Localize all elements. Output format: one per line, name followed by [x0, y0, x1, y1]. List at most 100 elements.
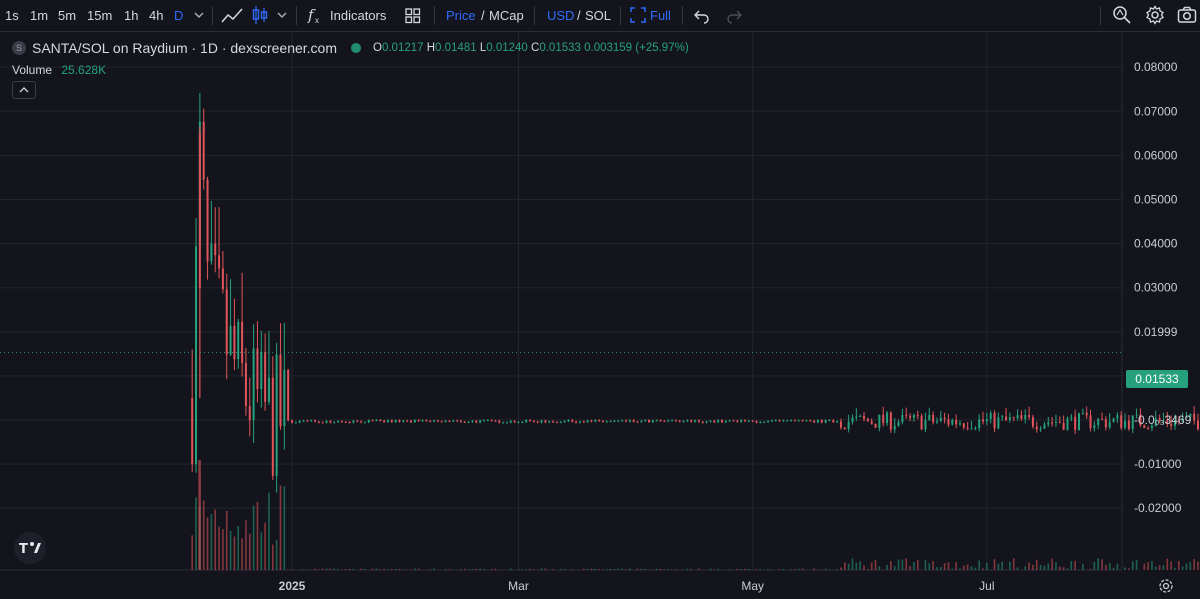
- candle-body: [755, 421, 758, 423]
- volume-bar: [974, 567, 977, 570]
- candle-body: [544, 420, 547, 423]
- volume-bar: [1051, 558, 1053, 570]
- undo-icon[interactable]: [694, 8, 710, 24]
- volume-bar: [544, 568, 547, 570]
- ohlc-change: 0.003159 (+25.97%): [584, 42, 689, 54]
- mcap-toggle[interactable]: MCap: [489, 8, 524, 23]
- volume-bar: [552, 569, 554, 570]
- y-tick-label: 0.03000: [1134, 281, 1178, 295]
- candle-body: [302, 420, 305, 422]
- candle-body: [310, 420, 313, 422]
- volume-bar: [629, 568, 631, 570]
- volume-bar: [463, 568, 466, 570]
- volume-bar: [1089, 568, 1092, 570]
- full-button[interactable]: Full: [650, 8, 671, 23]
- volume-bar: [909, 566, 911, 570]
- candle-body: [709, 420, 712, 422]
- svg-text:f: f: [307, 6, 316, 24]
- volume-bar: [333, 568, 336, 570]
- camera-icon[interactable]: [1177, 5, 1197, 25]
- volume-bar: [982, 568, 984, 570]
- candle-body: [1047, 422, 1050, 425]
- chevron-down-icon[interactable]: [194, 11, 204, 21]
- candle-body: [410, 420, 413, 423]
- interval-4h[interactable]: 4h: [149, 8, 164, 23]
- volume-bar: [970, 566, 973, 570]
- candle-body: [686, 420, 689, 422]
- candle-body: [778, 420, 781, 422]
- volume-bar: [1024, 566, 1027, 570]
- candle-body: [1081, 412, 1084, 414]
- candle-body: [452, 420, 455, 422]
- candle-body: [1012, 417, 1015, 419]
- interval-1m[interactable]: 1m: [30, 8, 49, 23]
- usd-toggle[interactable]: USD: [547, 8, 575, 23]
- sol-toggle[interactable]: SOL: [585, 8, 612, 23]
- volume-bar: [1012, 558, 1015, 570]
- chevron-down-icon[interactable]: [277, 11, 287, 21]
- candle-body: [1001, 416, 1004, 418]
- collapse-legend-button[interactable]: [12, 81, 36, 99]
- interval-5m[interactable]: 5m: [58, 8, 77, 23]
- layout-grid-icon[interactable]: [404, 7, 422, 25]
- candle-body: [1097, 419, 1100, 426]
- volume-bar: [329, 568, 332, 570]
- candle-body: [813, 420, 816, 423]
- candle-body: [648, 420, 651, 423]
- candle-body: [836, 421, 839, 423]
- candle-body: [463, 421, 466, 423]
- visibility-dot-icon[interactable]: [351, 43, 361, 53]
- candle-body: [958, 423, 961, 425]
- candle-body: [210, 243, 213, 262]
- indicators-button[interactable]: Indicators: [330, 8, 387, 23]
- redo-icon[interactable]: [726, 8, 742, 24]
- volume-bar: [844, 562, 846, 570]
- volume-bar: [1162, 565, 1165, 570]
- volume-bar: [563, 569, 566, 570]
- volume-bar: [728, 569, 731, 570]
- volume-bar: [598, 569, 600, 570]
- volume-bar: [452, 569, 455, 570]
- interval-1s[interactable]: 1s: [5, 8, 19, 23]
- volume-bar: [744, 568, 746, 570]
- volume-bar: [1035, 559, 1038, 570]
- candle-body: [724, 420, 727, 423]
- candle-body: [966, 427, 969, 429]
- candle-body: [578, 421, 581, 423]
- volume-bar: [1131, 561, 1134, 570]
- tradingview-logo[interactable]: T: [14, 532, 46, 564]
- candle-body: [1143, 425, 1146, 428]
- zoom-search-icon[interactable]: [1112, 5, 1132, 25]
- projection-overlay: [0, 351, 1122, 353]
- candle-body: [912, 414, 915, 418]
- candle-body: [797, 420, 800, 422]
- price-toggle[interactable]: Price: [446, 8, 476, 23]
- volume-bar: [275, 539, 278, 570]
- candle-body: [417, 420, 420, 422]
- axis-settings-icon[interactable]: [1158, 578, 1174, 599]
- candle-body: [317, 421, 320, 423]
- interval-15m[interactable]: 15m: [87, 8, 113, 23]
- volume-bar: [429, 569, 432, 570]
- fullscreen-icon[interactable]: [630, 7, 646, 23]
- candle-body: [621, 420, 624, 422]
- candlestick-icon[interactable]: [252, 5, 268, 25]
- gear-icon[interactable]: [1145, 5, 1165, 25]
- volume-bar: [348, 568, 351, 570]
- candle-body: [955, 420, 958, 425]
- x-tick-label: May: [741, 579, 764, 593]
- candle-body: [567, 420, 570, 422]
- candle-body: [1158, 418, 1161, 421]
- candle-body: [1197, 420, 1199, 430]
- volume-bar: [360, 568, 362, 570]
- price-axis: 0.08000 0.07000 0.06000 0.05000 0.04000 0.030…: [1134, 60, 1192, 515]
- candle-body: [475, 420, 478, 423]
- interval-d[interactable]: D: [174, 8, 184, 23]
- interval-1h[interactable]: 1h: [124, 8, 139, 23]
- price-chart[interactable]: 0.08000 0.07000 0.06000 0.05000 0.04000 0.030…: [0, 32, 1200, 599]
- candle-body: [843, 427, 846, 430]
- volume-bar: [191, 535, 193, 570]
- candle-body: [701, 421, 704, 423]
- line-chart-icon[interactable]: [221, 6, 243, 26]
